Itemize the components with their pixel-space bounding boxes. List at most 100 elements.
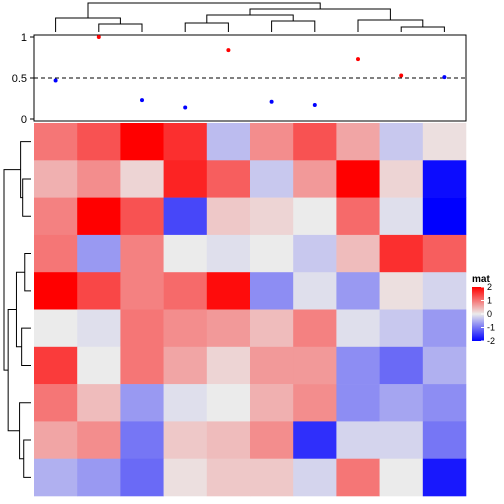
heatmap-cell-r7-c6 bbox=[250, 346, 294, 385]
heatmap-cell-r9-c8 bbox=[336, 421, 380, 459]
heatmap-cell-r10-c1 bbox=[34, 458, 78, 497]
heatmap-cell-r10-c9 bbox=[379, 458, 424, 497]
dendrogram-branch bbox=[22, 178, 31, 217]
dendrogram-branch bbox=[23, 439, 31, 478]
heatmap-cell-r5-c10 bbox=[422, 272, 467, 310]
heatmap-cell-r6-c5 bbox=[206, 309, 251, 348]
scatter-points bbox=[53, 35, 447, 110]
legend-tick-label: 0 bbox=[487, 309, 492, 319]
heatmap-cell-r5-c9 bbox=[379, 272, 424, 310]
heatmap-cell-r9-c1 bbox=[34, 421, 78, 459]
heatmap-cell-r8-c3 bbox=[120, 384, 164, 422]
heatmap-cell-r7-c8 bbox=[336, 346, 380, 385]
heatmap-cell-r1-c4 bbox=[163, 123, 208, 161]
heatmap-cell-r9-c2 bbox=[77, 421, 121, 459]
heatmap-cell-r7-c5 bbox=[206, 346, 251, 385]
heatmap-cell-r6-c10 bbox=[422, 309, 467, 348]
dendrogram-branch bbox=[19, 402, 31, 460]
heatmap-cell-r10-c8 bbox=[336, 458, 380, 497]
heatmap-cell-r2-c1 bbox=[34, 160, 78, 198]
heatmap-cell-r6-c3 bbox=[120, 309, 164, 348]
heatmap-cell-r8-c10 bbox=[422, 384, 467, 422]
scatter-point-10 bbox=[442, 75, 447, 80]
heatmap-cell-r1-c7 bbox=[293, 123, 337, 161]
heatmap-cell-r9-c10 bbox=[422, 421, 467, 459]
heatmap-cell-r1-c9 bbox=[379, 123, 424, 161]
heatmap-cell-r2-c10 bbox=[422, 160, 467, 198]
heatmap-cell-r2-c9 bbox=[379, 160, 424, 198]
dendrogram-branch bbox=[7, 309, 20, 432]
legend-tick-label: 2 bbox=[487, 282, 492, 292]
heatmap-cell-r4-c9 bbox=[379, 234, 424, 273]
scatter-point-7 bbox=[312, 103, 317, 108]
heatmap-cell-r7-c1 bbox=[34, 346, 78, 385]
heatmap-cell-r4-c6 bbox=[250, 234, 294, 273]
heatmap-cell-r2-c3 bbox=[120, 160, 164, 198]
heatmap-cell-r10-c10 bbox=[422, 458, 467, 497]
heatmap-cell-r10-c2 bbox=[77, 458, 121, 497]
scatter-point-9 bbox=[399, 73, 404, 78]
heatmap-cell-r6-c1 bbox=[34, 309, 78, 348]
heatmap-cell-r2-c4 bbox=[163, 160, 208, 198]
heatmap-cell-r1-c10 bbox=[422, 123, 467, 161]
heatmap-cell-r1-c2 bbox=[77, 123, 121, 161]
heatmap-cell-r1-c5 bbox=[206, 123, 251, 161]
legend-title: mat bbox=[472, 274, 490, 285]
scatter-ytick-label: 0.5 bbox=[12, 73, 27, 85]
heatmap-cell-r4-c2 bbox=[77, 234, 121, 273]
heatmap-body bbox=[34, 123, 467, 497]
legend-tick-label: 1 bbox=[487, 296, 492, 306]
dendrogram-branch bbox=[24, 253, 31, 292]
heatmap-cell-r3-c5 bbox=[206, 197, 251, 236]
heatmap-cell-r4-c5 bbox=[206, 234, 251, 273]
scatter-ytick-label: 0 bbox=[21, 114, 27, 126]
dendrogram-branch bbox=[3, 169, 21, 371]
heatmap-cell-r9-c7 bbox=[293, 421, 337, 459]
heatmap-cell-r2-c6 bbox=[250, 160, 294, 198]
heatmap-cell-r7-c2 bbox=[77, 346, 121, 385]
scatter-point-8 bbox=[356, 57, 360, 62]
heatmap-cell-r3-c1 bbox=[34, 197, 78, 236]
heatmap-cell-r8-c7 bbox=[293, 384, 337, 422]
heatmap-cell-r3-c10 bbox=[422, 197, 467, 236]
dendrogram-branch bbox=[184, 22, 229, 32]
heatmap-cell-r5-c1 bbox=[34, 272, 78, 310]
scatter-annotation: 00.51 bbox=[12, 32, 467, 126]
heatmap-cell-r1-c6 bbox=[250, 123, 294, 161]
heatmap-cell-r3-c9 bbox=[379, 197, 424, 236]
heatmap-cell-r4-c4 bbox=[163, 234, 208, 273]
dendrogram-branch bbox=[87, 2, 321, 18]
heatmap-cell-r2-c5 bbox=[206, 160, 251, 198]
heatmap-cell-r8-c9 bbox=[379, 384, 424, 422]
heatmap-cell-r9-c9 bbox=[379, 421, 424, 459]
scatter-point-2 bbox=[96, 35, 101, 39]
heatmap-cell-r4-c1 bbox=[34, 234, 78, 273]
dendrogram-branch bbox=[20, 141, 31, 199]
heatmap-cell-r10-c5 bbox=[206, 458, 251, 497]
dendrogram-branch bbox=[400, 26, 445, 32]
color-legend: mat 2 1 0 -1 -2 bbox=[472, 274, 495, 346]
heatmap-cell-r9-c4 bbox=[163, 421, 208, 459]
heatmap-cell-r4-c7 bbox=[293, 234, 337, 273]
heatmap-cell-r10-c3 bbox=[120, 458, 164, 497]
heatmap-cell-r2-c8 bbox=[336, 160, 380, 198]
scatter-ytick-label: 1 bbox=[21, 32, 27, 44]
heatmap-cell-r7-c9 bbox=[379, 346, 424, 385]
heatmap-cell-r6-c7 bbox=[293, 309, 337, 348]
scatter-point-3 bbox=[140, 98, 144, 103]
heatmap-cell-r6-c8 bbox=[336, 309, 380, 348]
heatmap-cell-r3-c4 bbox=[163, 197, 208, 236]
column-dendrogram bbox=[55, 2, 445, 32]
heatmap-cell-r7-c4 bbox=[163, 346, 208, 385]
heatmap-cell-r5-c7 bbox=[293, 272, 337, 310]
heatmap-cell-r6-c9 bbox=[379, 309, 424, 348]
heatmap-cell-r5-c5 bbox=[206, 272, 251, 310]
heatmap-cell-r5-c2 bbox=[77, 272, 121, 310]
scatter-point-6 bbox=[269, 99, 274, 104]
dendrogram-branch bbox=[271, 20, 316, 32]
heatmap-cell-r5-c6 bbox=[250, 272, 294, 310]
dendrogram-branch bbox=[98, 23, 143, 32]
heatmap-cell-r9-c6 bbox=[250, 421, 294, 459]
dendrogram-branch bbox=[21, 327, 31, 366]
